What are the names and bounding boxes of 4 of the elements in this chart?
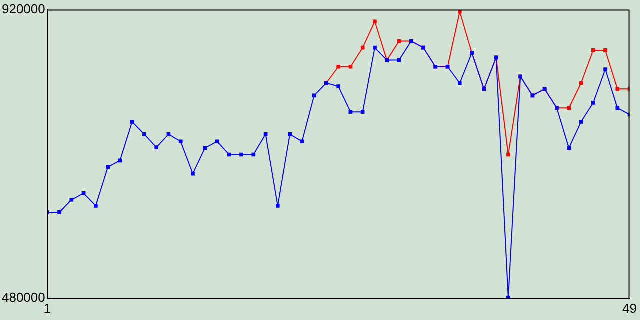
y-tick-label: 480000	[2, 290, 46, 305]
x-tick-label: 1	[44, 300, 51, 316]
x-tick-label: 49	[622, 300, 638, 316]
y-tick-label: 920000	[2, 1, 46, 16]
